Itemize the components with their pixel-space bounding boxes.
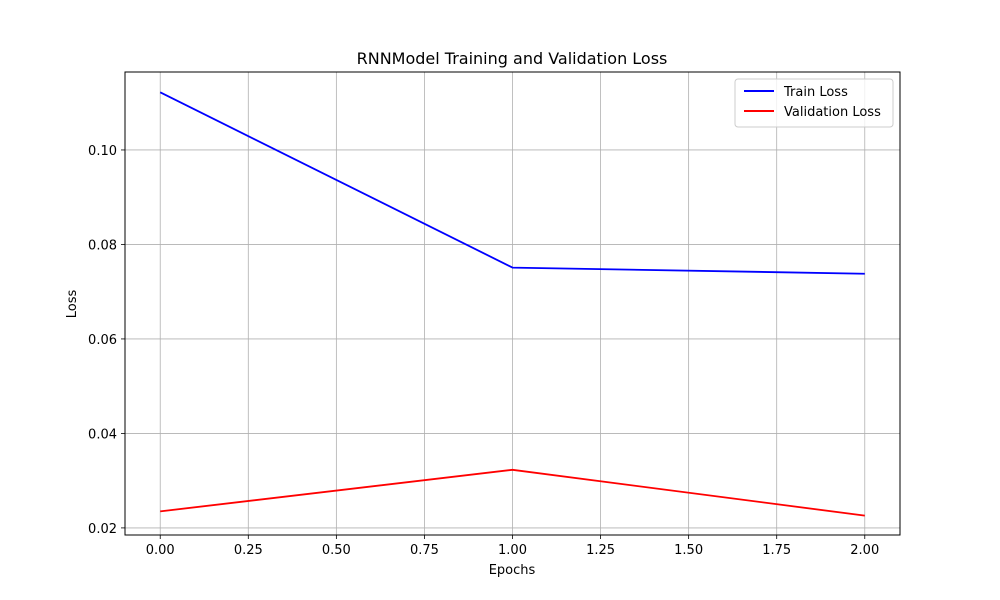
series-lines <box>159 91 865 517</box>
legend: Train Loss Validation Loss <box>734 78 894 128</box>
series-line-validation-loss <box>160 468 865 517</box>
y-axis-ticks: 0.02 0.04 0.06 0.08 0.10 <box>88 144 125 537</box>
x-axis-ticks: 0.00 0.25 0.50 0.75 1.00 1.25 1.50 1.75 2.00 <box>146 535 879 558</box>
legend-box <box>734 78 894 128</box>
x-axis-label: Epochs <box>489 563 536 578</box>
y-tick-label: 0.10 <box>88 144 117 159</box>
y-axis-label: Loss <box>65 290 80 319</box>
y-tick-label: 0.08 <box>88 238 117 253</box>
series-line-train-loss <box>159 91 865 275</box>
x-tick-label: 1.75 <box>762 543 791 558</box>
x-tick-label: 2.00 <box>850 543 879 558</box>
chart-title: RNNModel Training and Validation Loss <box>357 49 668 68</box>
legend-label-validation-loss: Validation Loss <box>784 105 881 120</box>
y-tick-label: 0.06 <box>88 333 117 348</box>
grid <box>125 72 900 535</box>
x-tick-label: 1.50 <box>674 543 703 558</box>
y-tick-label: 0.02 <box>88 522 117 537</box>
x-tick-label: 0.50 <box>322 543 351 558</box>
x-tick-label: 0.75 <box>410 543 439 558</box>
y-tick-label: 0.04 <box>88 427 117 442</box>
x-tick-label: 1.00 <box>498 543 527 558</box>
x-tick-label: 0.00 <box>146 543 175 558</box>
x-tick-label: 0.25 <box>234 543 263 558</box>
legend-label-train-loss: Train Loss <box>783 85 848 100</box>
x-tick-label: 1.25 <box>586 543 615 558</box>
